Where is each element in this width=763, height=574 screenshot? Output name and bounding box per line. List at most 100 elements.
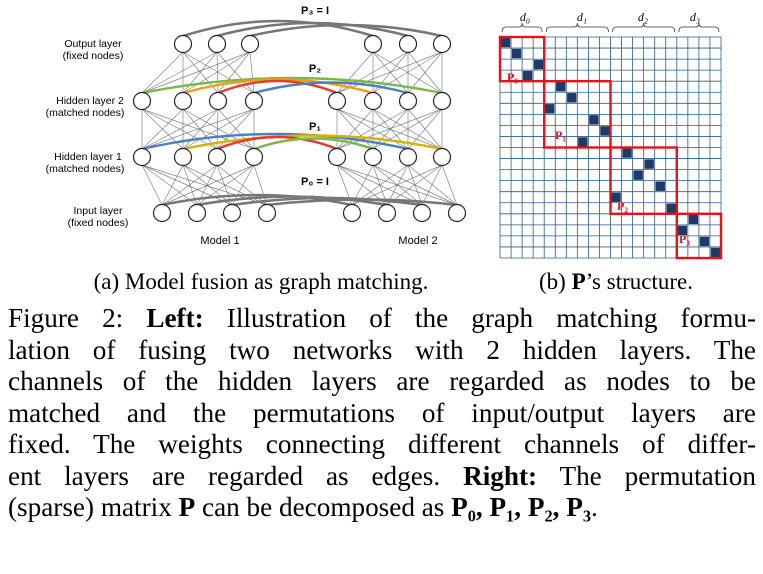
dimension-labels: d₀ d₁ d₂ d₃ — [520, 10, 700, 24]
network-nodes — [132, 34, 467, 223]
caption-segment: P — [178, 492, 196, 522]
network-node — [244, 91, 264, 111]
matrix-entry — [699, 236, 710, 247]
layer-label-hidden1-line2: (matched nodes) — [46, 163, 125, 175]
caption-segment: . — [590, 492, 598, 522]
matrix-entry — [710, 247, 721, 258]
network-edge — [249, 51, 255, 94]
network-node — [132, 91, 152, 111]
network-edge — [216, 51, 219, 94]
matching-arc — [253, 137, 374, 151]
matching-arc — [182, 134, 443, 151]
matrix-entry — [545, 104, 555, 114]
permutation-blocks — [498, 35, 723, 260]
layer-labels: Output layer (fixed nodes) Hidden layer … — [46, 38, 129, 229]
network-edge — [407, 108, 443, 150]
caption-line: Figure 2: Left: Illustration of the grap… — [8, 303, 756, 335]
subcaption-b: (b) P’s structure. — [496, 269, 736, 295]
network-node — [342, 203, 362, 223]
caption-segment: matched and the permutations of input/ou… — [8, 397, 756, 428]
dimension-brace — [612, 22, 676, 33]
dimension-brace — [545, 22, 609, 33]
caption-segment: can be decomposed as — [195, 492, 452, 522]
caption-line: matched and the permutations of input/ou… — [8, 398, 756, 430]
network-edge — [182, 108, 219, 150]
block-label-p3: P₃ — [679, 232, 690, 246]
matching-arc — [249, 23, 443, 38]
matrix-entry — [600, 126, 610, 136]
model-label-1: Model 1 — [200, 235, 239, 247]
network-node — [132, 147, 152, 167]
perm-label-p0: P₀ = I — [301, 176, 329, 188]
layer-label-output-line1: Output layer — [64, 38, 122, 50]
network-node — [363, 34, 383, 54]
permutation-labels: P₃ = I P₂ P₁ P₀ = I — [301, 5, 329, 188]
block-label-p0: P₀ — [507, 70, 518, 84]
layer-label-input-line1: Input layer — [73, 205, 123, 217]
matrix-entry — [666, 203, 676, 213]
network-edge — [141, 51, 218, 94]
subcaption-b-symbol: P — [571, 269, 586, 294]
matching-arc — [182, 19, 374, 38]
layer-label-input-line2: (fixed nodes) — [68, 217, 129, 229]
caption-line: fixed. The weights connecting different … — [8, 429, 756, 461]
matching-arc — [141, 132, 409, 151]
network-node — [240, 34, 260, 54]
dim-label-d3: d₃ — [690, 10, 700, 24]
matching-arc — [196, 195, 388, 207]
block-label-p1: P₁ — [555, 128, 566, 142]
caption-segment: Illustration of the graph matching formu… — [203, 303, 756, 333]
network-edge — [141, 51, 251, 94]
network-node — [173, 34, 193, 54]
network-edge — [182, 108, 218, 150]
matrix-entry — [556, 82, 566, 92]
network-edge — [336, 108, 374, 150]
network-edge — [217, 51, 251, 94]
network-node — [398, 147, 418, 167]
permutation-block — [609, 146, 679, 216]
layer-label-hidden2-line1: Hidden layer 2 — [56, 95, 124, 107]
network-edge — [182, 108, 255, 150]
network-node — [327, 147, 347, 167]
panel-b-permutation-structure: d₀ d₁ d₂ d₃ P₀ P₁ P₂ P₃ — [498, 10, 723, 260]
network-node — [398, 34, 418, 54]
matrix-entry — [644, 159, 654, 169]
matching-arc — [216, 135, 338, 151]
matching-arc — [141, 76, 443, 95]
figure-2: Output layer (fixed nodes) Hidden layer … — [46, 5, 723, 260]
network-node — [173, 91, 193, 111]
network-edge — [407, 51, 443, 94]
network-node — [173, 147, 193, 167]
network-edge — [141, 108, 255, 150]
caption-line: channels of the hidden layers are regard… — [8, 366, 756, 398]
block-labels: P₀ P₁ P₂ P₃ — [507, 70, 690, 246]
matrix-entry — [633, 170, 643, 180]
caption-segment: Figure 2: — [8, 303, 147, 333]
model-labels: Model 1 Model 2 — [200, 235, 437, 247]
network-edge — [386, 164, 443, 206]
caption-segment: P₀, P₁, P₂, P₃ — [451, 492, 591, 522]
network-node — [412, 203, 432, 223]
caption-segment: (sparse) matrix — [8, 492, 179, 522]
subcaption-b-rest: ’s structure. — [585, 269, 693, 294]
network-edge — [161, 164, 218, 206]
perm-label-p1: P₁ — [309, 121, 321, 133]
network-edge — [141, 108, 219, 150]
caption-segment: channels of the hidden layers are regard… — [8, 366, 756, 396]
matrix-entry — [611, 192, 621, 202]
dimension-brace — [678, 22, 720, 33]
dim-label-d2: d₂ — [638, 10, 648, 24]
network-edge — [372, 108, 443, 150]
network-node — [327, 91, 347, 111]
matrix-entry — [677, 225, 688, 236]
network-node — [222, 203, 242, 223]
matrix-entry — [522, 70, 533, 81]
network-node — [432, 91, 452, 111]
caption-segment: lation of fusing two networks with 2 hid… — [8, 334, 756, 365]
matching-arc — [216, 21, 409, 38]
matching-arc — [266, 198, 458, 207]
block-label-p2: P₂ — [617, 199, 628, 213]
network-node — [207, 34, 227, 54]
network-node — [363, 91, 383, 111]
network-edge — [161, 164, 184, 206]
